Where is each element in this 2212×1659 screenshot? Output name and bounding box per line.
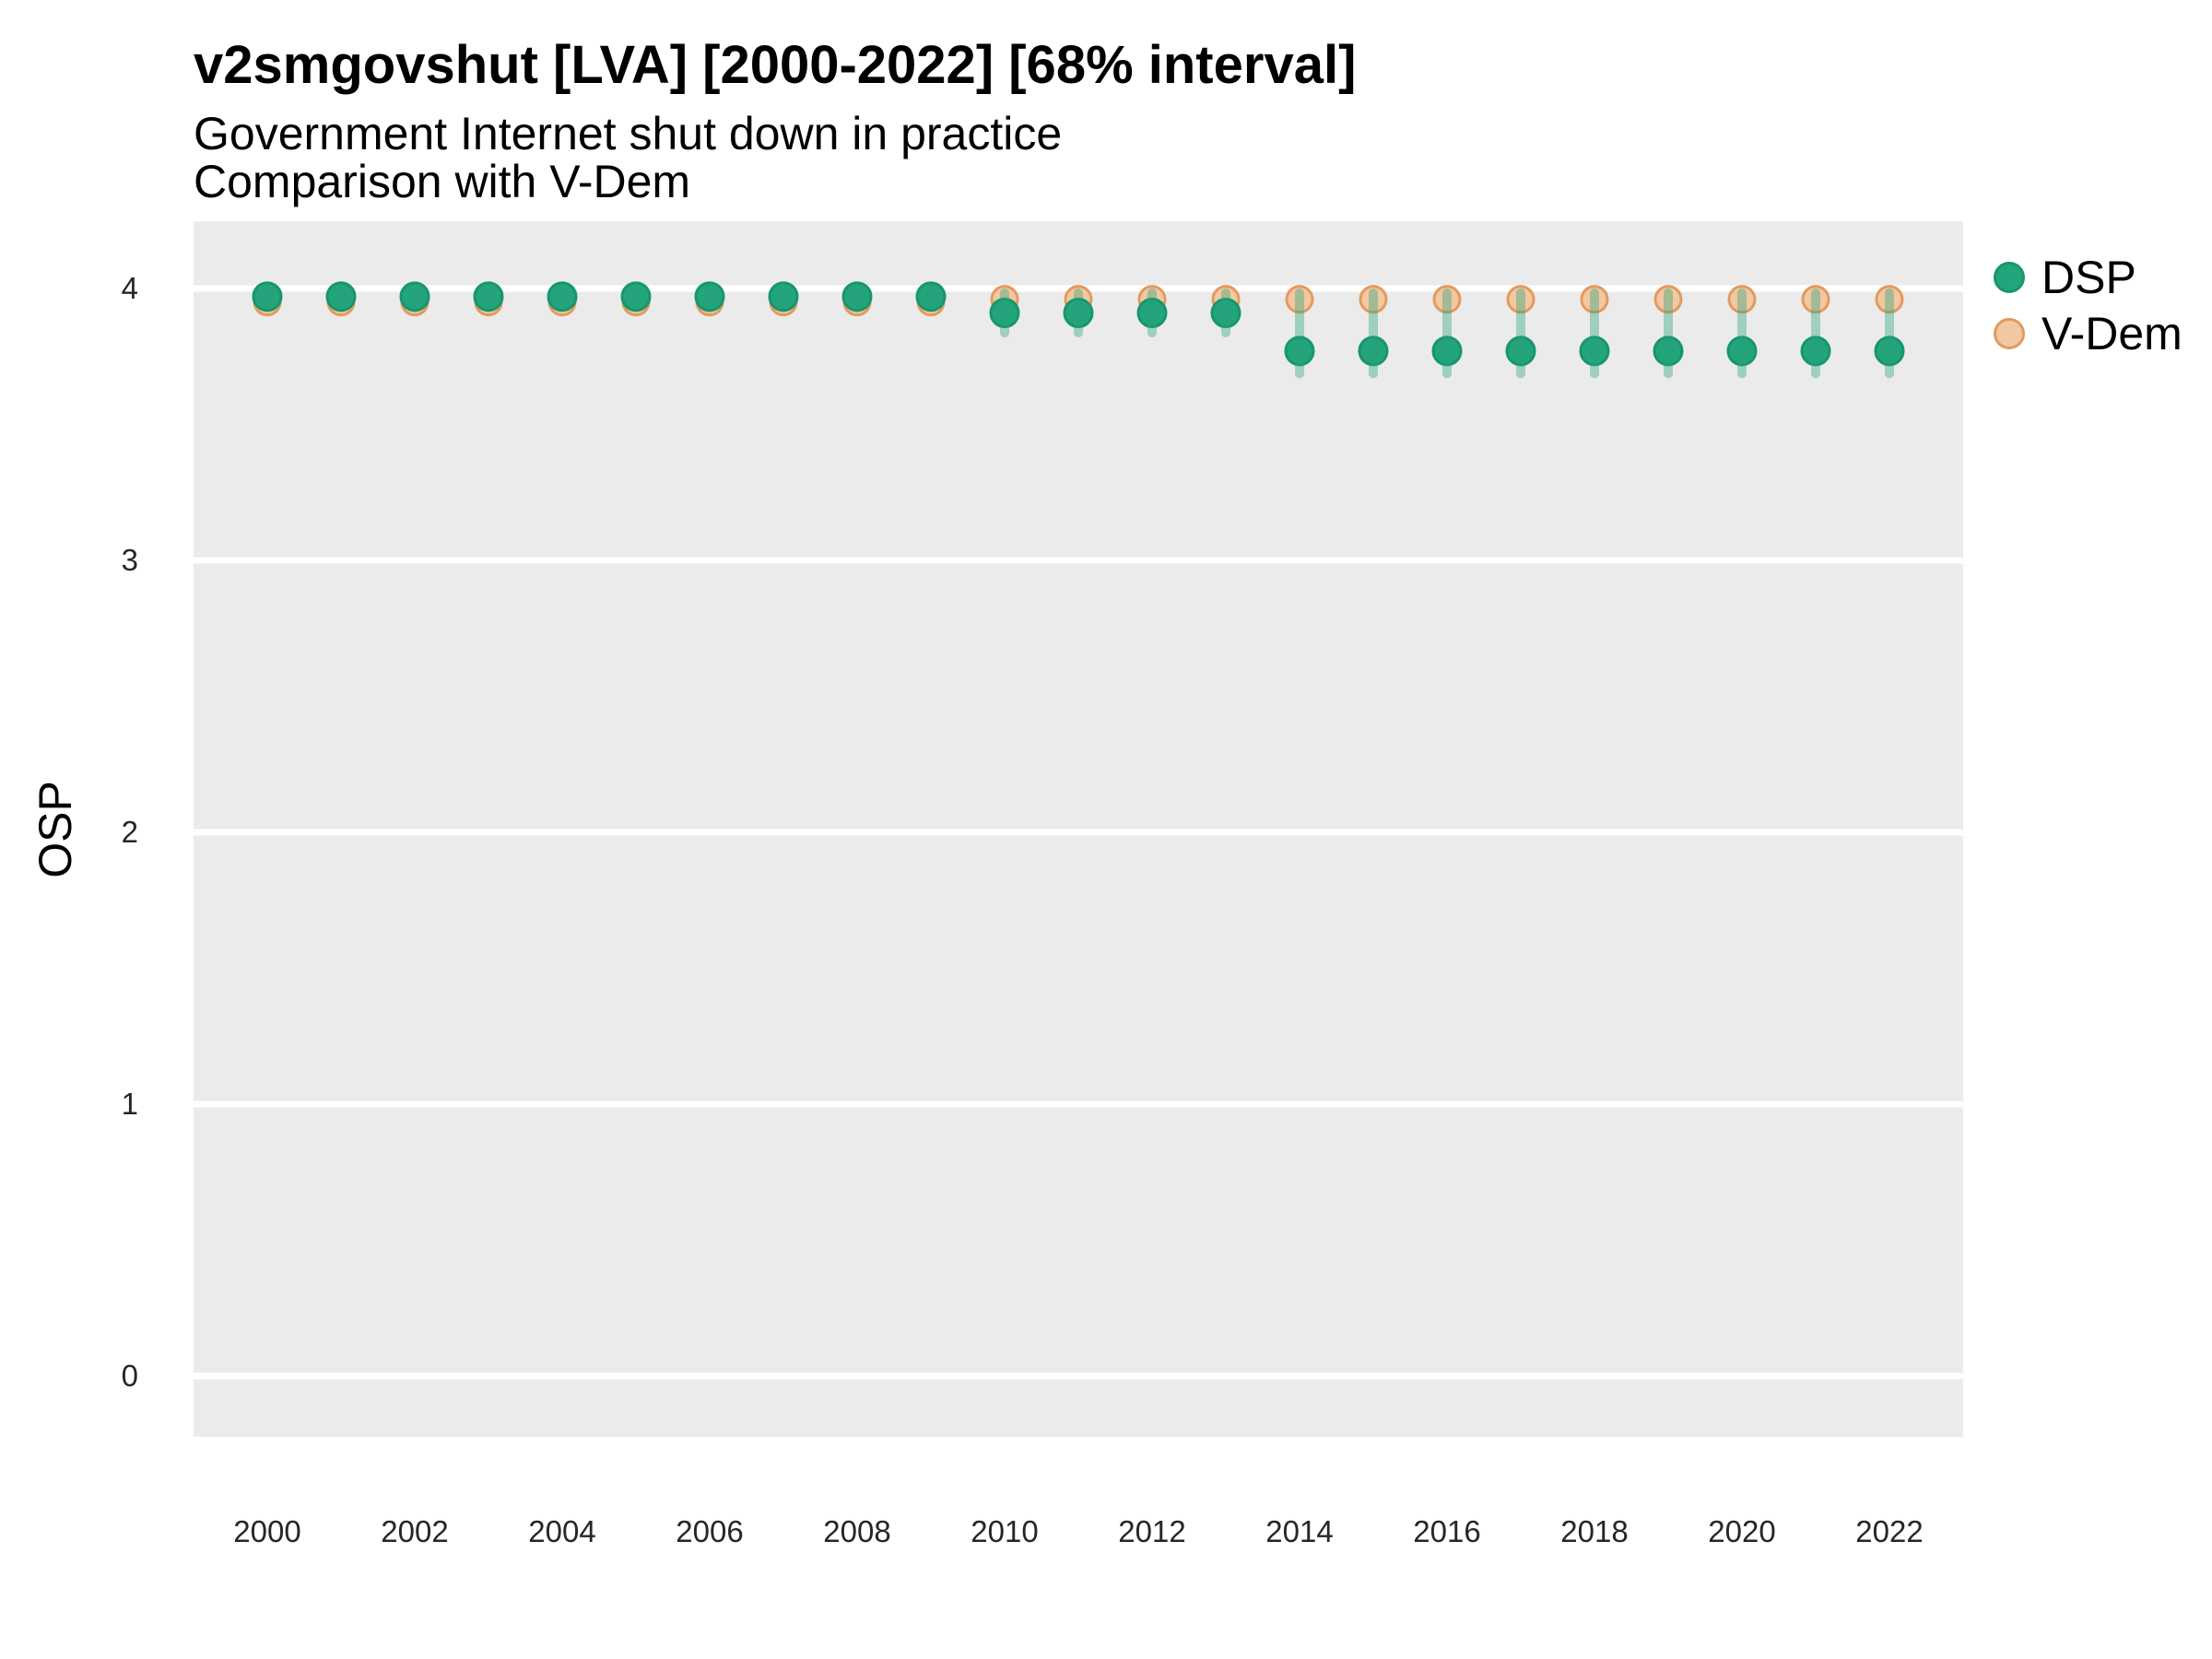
dsp-point-2003 <box>473 281 504 312</box>
vdem-point-2021 <box>1801 285 1830 314</box>
y-tick-2: 2 <box>121 815 138 849</box>
vdem-point-2020 <box>1727 285 1757 314</box>
vdem-point-2014 <box>1285 285 1314 314</box>
x-tick-2022: 2022 <box>1855 1514 1924 1548</box>
dsp-interval-2010 <box>1000 288 1009 338</box>
dsp-interval-2011 <box>1074 288 1083 338</box>
dsp-interval-2008 <box>853 288 862 308</box>
dsp-point-2002 <box>399 281 430 312</box>
dsp-point-2013 <box>1210 298 1241 329</box>
x-tick-2018: 2018 <box>1560 1514 1629 1548</box>
y-axis-title: OSP <box>29 781 81 878</box>
x-tick-2002: 2002 <box>381 1514 449 1548</box>
dsp-interval-2018 <box>1590 288 1599 379</box>
dsp-point-2019 <box>1653 335 1684 367</box>
x-tick-2020: 2020 <box>1708 1514 1776 1548</box>
dsp-interval-2019 <box>1664 288 1673 379</box>
dsp-point-2018 <box>1579 335 1610 367</box>
dsp-interval-2003 <box>484 288 493 308</box>
dsp-interval-2017 <box>1516 288 1525 379</box>
chart-subtitle-line1: Government Internet shut down in practic… <box>194 108 1063 159</box>
vdem-point-2016 <box>1432 285 1462 314</box>
dsp-interval-2009 <box>926 288 935 308</box>
dsp-interval-2004 <box>558 288 567 308</box>
dsp-interval-2005 <box>631 288 641 308</box>
y-tick-0: 0 <box>121 1359 138 1393</box>
dsp-interval-2007 <box>779 288 788 308</box>
vdem-point-2017 <box>1506 285 1535 314</box>
legend-label-vdem: V-Dem <box>2041 307 2183 359</box>
x-tick-2004: 2004 <box>528 1514 596 1548</box>
legend-item-vdem: V-Dem <box>1994 305 2183 361</box>
dsp-interval-2001 <box>336 288 346 308</box>
vdem-point-2018 <box>1580 285 1609 314</box>
legend-item-dsp: DSP <box>1994 249 2183 305</box>
dsp-interval-2022 <box>1885 288 1894 379</box>
vdem-point-2019 <box>1653 285 1683 314</box>
dsp-point-2008 <box>841 281 873 312</box>
dsp-point-2005 <box>620 281 652 312</box>
gridline-0 <box>194 1372 1963 1380</box>
x-tick-2008: 2008 <box>823 1514 891 1548</box>
legend-key-dsp-icon <box>1994 261 2025 293</box>
dsp-interval-2021 <box>1811 288 1820 379</box>
dsp-point-2020 <box>1726 335 1758 367</box>
dsp-interval-2014 <box>1295 288 1304 379</box>
x-tick-2012: 2012 <box>1118 1514 1186 1548</box>
x-tick-2010: 2010 <box>971 1514 1039 1548</box>
dsp-point-2001 <box>325 281 357 312</box>
legend: DSP V-Dem <box>1994 249 2183 361</box>
x-tick-2000: 2000 <box>233 1514 301 1548</box>
dsp-interval-2002 <box>410 288 419 308</box>
dsp-point-2016 <box>1431 335 1463 367</box>
dsp-interval-2015 <box>1369 288 1378 379</box>
gridline-2 <box>194 829 1963 836</box>
legend-label-dsp: DSP <box>2041 251 2136 303</box>
dsp-point-2006 <box>694 281 725 312</box>
legend-key-vdem-icon <box>1994 317 2025 349</box>
gridline-1 <box>194 1100 1963 1108</box>
dsp-point-2007 <box>768 281 799 312</box>
y-tick-3: 3 <box>121 543 138 577</box>
plot-panel <box>194 221 1963 1437</box>
dsp-point-2015 <box>1358 335 1389 367</box>
dsp-interval-2016 <box>1442 288 1452 379</box>
dsp-interval-2012 <box>1147 288 1157 338</box>
vdem-point-2015 <box>1359 285 1388 314</box>
dsp-point-2012 <box>1136 298 1168 329</box>
dsp-interval-2020 <box>1737 288 1747 379</box>
dsp-point-2009 <box>915 281 947 312</box>
dsp-interval-2013 <box>1221 288 1230 338</box>
y-tick-1: 1 <box>121 1087 138 1121</box>
dsp-interval-2000 <box>263 288 272 308</box>
y-tick-4: 4 <box>121 271 138 305</box>
dsp-point-2014 <box>1284 335 1315 367</box>
dsp-point-2017 <box>1505 335 1536 367</box>
dsp-point-2021 <box>1800 335 1831 367</box>
plot-svg <box>194 221 1963 1437</box>
dsp-point-2011 <box>1063 298 1094 329</box>
dsp-point-2022 <box>1874 335 1905 367</box>
gridline-3 <box>194 557 1963 564</box>
dsp-interval-2006 <box>705 288 714 308</box>
x-tick-2006: 2006 <box>676 1514 744 1548</box>
dsp-point-2000 <box>252 281 283 312</box>
dsp-point-2010 <box>989 298 1020 329</box>
vdem-point-2022 <box>1875 285 1904 314</box>
dsp-point-2004 <box>547 281 578 312</box>
x-tick-2014: 2014 <box>1265 1514 1334 1548</box>
chart-subtitle-line2: Comparison with V-Dem <box>194 156 691 207</box>
chart-title: v2smgovshut [LVA] [2000-2022] [68% inter… <box>194 35 1357 95</box>
x-tick-2016: 2016 <box>1413 1514 1481 1548</box>
